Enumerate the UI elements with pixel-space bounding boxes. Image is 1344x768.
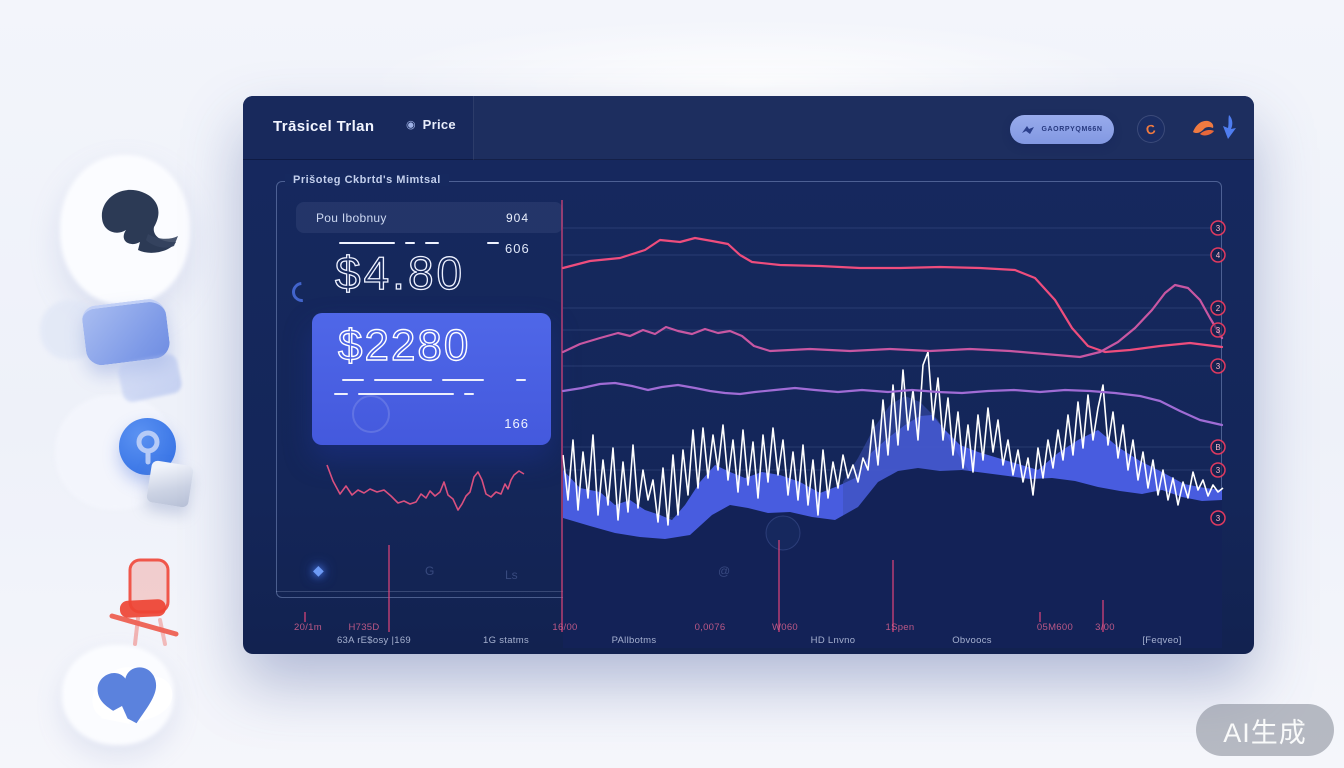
- bird-icon: [1022, 125, 1035, 134]
- metric-value: 904: [505, 210, 529, 225]
- cube-3d-icon: [145, 459, 195, 509]
- chart-frame-title: Prišoteg Ckbrtd's Mimtsal: [285, 174, 449, 186]
- axis-category-label: [Feqveo]: [1142, 635, 1182, 646]
- axis-tick-label: 0,0076: [694, 622, 726, 633]
- card-footnote: 166: [504, 416, 529, 431]
- trading-panel: Trāsicel Trlan ◉ Price GAORPYQM66N C: [243, 96, 1254, 654]
- card-price: $2280: [337, 320, 471, 370]
- axis-category-label: PAllbotms: [611, 635, 657, 646]
- download-arrow-icon[interactable]: [1220, 114, 1238, 145]
- panel-header: Trāsicel Trlan ◉ Price GAORPYQM66N C: [243, 96, 1254, 160]
- card-underline: [334, 393, 474, 395]
- secondary-value: 606: [505, 241, 530, 256]
- axis-tick-label: W060: [771, 622, 799, 633]
- coin-icon: C: [1144, 120, 1158, 138]
- frame-bottom-line: [276, 591, 1222, 592]
- axis-category-label: HD Lnvno: [810, 635, 856, 646]
- ai-watermark: AI生成: [1196, 704, 1334, 756]
- card-underline: [342, 379, 526, 381]
- price-display: $4.80: [334, 246, 466, 299]
- metric-row[interactable]: Pou Ibobnuy 904: [296, 202, 563, 233]
- dim-chart-icon: G: [425, 564, 435, 578]
- axis-tick-label: H735D: [348, 622, 380, 633]
- coin-button[interactable]: C: [1137, 115, 1165, 143]
- glow-marker-icon: ◆: [313, 562, 324, 578]
- app-title: Trāsicel Trlan: [273, 118, 375, 135]
- card-ring-icon: [352, 395, 390, 433]
- dim-chart-icon: @: [718, 564, 731, 578]
- magnifier-icon: [136, 430, 159, 464]
- chair-3d-icon: [108, 558, 188, 648]
- ai-watermark-label: AI生成: [1223, 717, 1307, 748]
- axis-tick-label: 3/00: [1095, 622, 1115, 633]
- metric-label: Pou Ibobnuy: [316, 210, 387, 225]
- price-tab-icon: ◉: [406, 119, 416, 131]
- axis-category-label: Obvoocs: [952, 635, 992, 646]
- axis-tick-label: 20/1m: [294, 622, 322, 633]
- flame-icon[interactable]: [1190, 116, 1216, 143]
- dim-chart-icon: Ls: [505, 568, 518, 582]
- axis-tick-label: 16/00: [552, 622, 578, 633]
- tab-price[interactable]: ◉ Price: [406, 117, 456, 132]
- heart-3d-icon: [82, 652, 178, 742]
- axis-category-label: 63A rE$osy |169: [336, 635, 412, 646]
- axis-tick-label: 1Spen: [885, 622, 915, 633]
- bird-3d-icon: [88, 182, 184, 268]
- pill-button-label: GAORPYQM66N: [1041, 126, 1103, 133]
- price-card[interactable]: $2280 166: [312, 313, 551, 445]
- header-pill-button[interactable]: GAORPYQM66N: [1010, 115, 1114, 144]
- price-overline: [339, 242, 499, 244]
- header-divider: [473, 96, 1254, 160]
- axis-category-label: 1G statms: [483, 635, 529, 646]
- axis-tick-label: 05M600: [1036, 622, 1074, 633]
- price-tab-label: Price: [422, 117, 456, 132]
